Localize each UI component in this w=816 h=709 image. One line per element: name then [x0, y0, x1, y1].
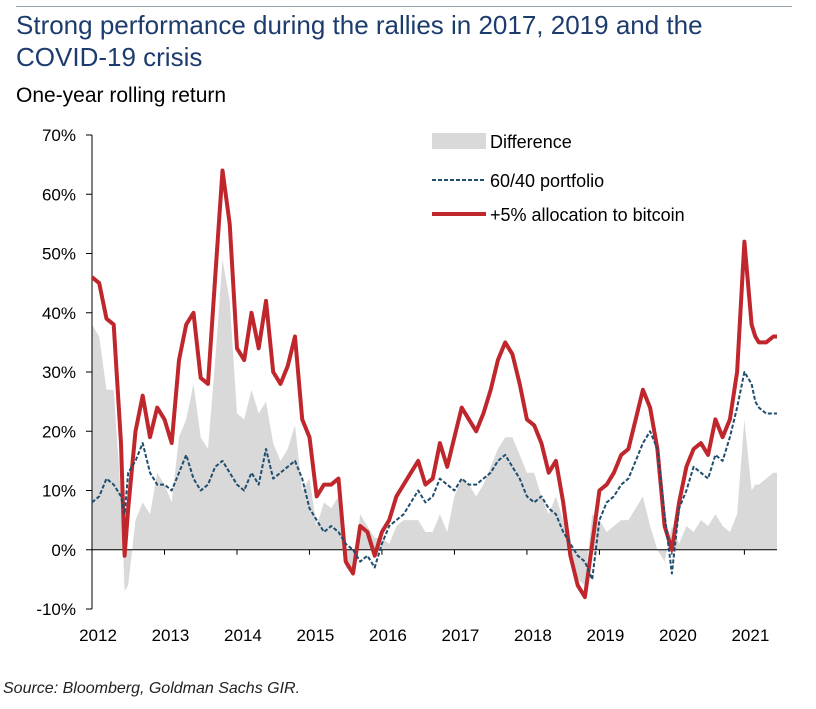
x-tick-label: 2016 [369, 626, 407, 645]
legend: Difference 60/40 portfolio +5% allocation … [432, 132, 685, 225]
x-tick-label: 2012 [79, 626, 117, 645]
legend-label-bitcoin: +5% allocation to bitcoin [490, 205, 685, 225]
x-tick-label: 2015 [297, 626, 335, 645]
legend-label-difference: Difference [490, 132, 572, 152]
y-tick-label: 20% [42, 422, 76, 441]
x-tick-label: 2019 [586, 626, 624, 645]
x-tick-label: 2013 [152, 626, 190, 645]
chart-svg: 70% 60% 50% 40% 30% 20% 10% 0% -10%2012 2013 2014 2… [36, 126, 777, 645]
y-tick-label: 40% [42, 304, 76, 323]
axes-layer: 70% 60% 50% 40% 30% 20% 10% 0% -10%2012 2013 2014 2… [36, 126, 777, 645]
y-tick-label: 0% [51, 541, 76, 560]
y-tick-label: 50% [42, 245, 76, 264]
source-note: Source: Bloomberg, Goldman Sachs GIR. [3, 680, 301, 697]
x-tick-label: 2018 [514, 626, 552, 645]
y-tick-label: -10% [36, 600, 76, 619]
bitcoin-allocation-line [90, 168, 777, 600]
x-tick-label: 2021 [731, 626, 769, 645]
x-tick-label: 2014 [224, 626, 262, 645]
top-rule [16, 6, 792, 7]
chart-subtitle: One-year rolling return [16, 84, 227, 107]
y-tick-label: 60% [42, 185, 76, 204]
y-tick-label: 70% [42, 126, 76, 145]
x-tick-label: 2017 [442, 626, 480, 645]
difference-area [92, 259, 777, 592]
x-tick-label: 2020 [659, 626, 697, 645]
legend-swatch-difference [432, 133, 486, 149]
difference-area-layer [92, 259, 777, 592]
portfolio-6040-line [91, 371, 777, 581]
y-tick-label: 10% [42, 482, 76, 501]
y-tick-label: 30% [42, 363, 76, 382]
legend-label-portfolio: 60/40 portfolio [490, 171, 604, 191]
series-lines-layer [90, 168, 777, 600]
chart-title: Strong performance during the rallies in… [16, 10, 703, 72]
